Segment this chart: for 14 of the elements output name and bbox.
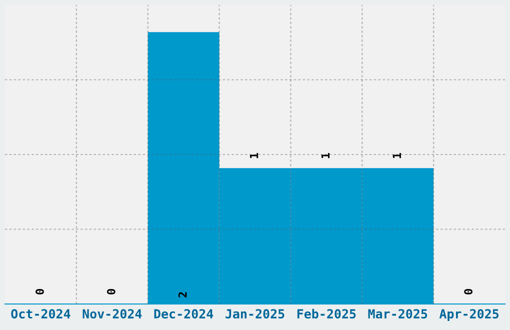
data-label: 0 — [106, 289, 116, 294]
data-label: 2 — [178, 292, 187, 298]
x-tick-label: Nov-2024 — [82, 309, 142, 319]
data-label: 0 — [36, 289, 44, 294]
data-label: 1 — [321, 152, 330, 158]
x-tick-label: Feb-2025 — [297, 308, 356, 319]
x-tick-label: Apr-2025 — [439, 309, 499, 321]
x-tick-label: Jan-2025 — [226, 309, 284, 319]
data-label: 1 — [250, 152, 258, 158]
x-tick-label: Mar-2025 — [368, 309, 428, 319]
x-tick-label: Oct-2024 — [11, 309, 70, 319]
x-tick-label: Dec-2024 — [154, 309, 214, 319]
data-label: 1 — [392, 152, 401, 158]
data-label: 0 — [464, 289, 473, 294]
